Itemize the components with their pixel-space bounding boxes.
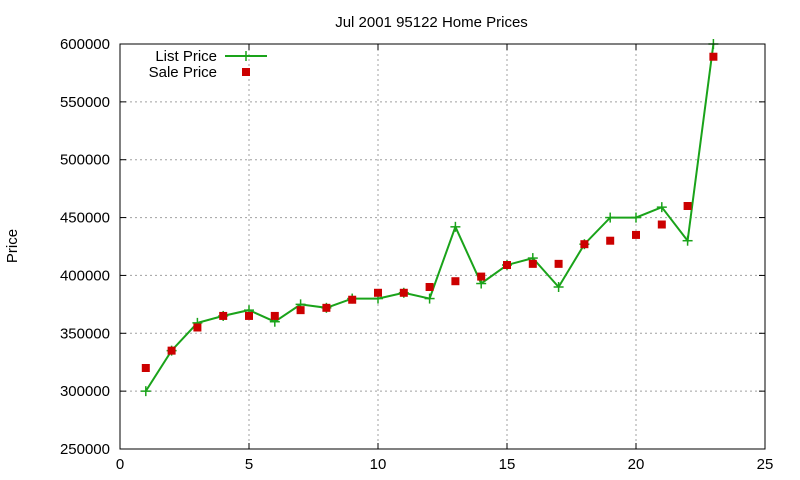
sale-price-point	[399, 288, 408, 297]
x-tick-label: 20	[628, 456, 645, 473]
list-price-point	[682, 235, 693, 246]
sale-price-point	[632, 230, 640, 239]
sale-price-point	[554, 259, 563, 268]
y-tick-label: 450000	[60, 210, 110, 227]
y-tick-label: 350000	[60, 325, 110, 342]
sale-price-point	[580, 240, 589, 249]
sale-price-point	[528, 259, 537, 268]
list-price-point	[140, 386, 151, 397]
legend-label: List Price	[155, 48, 217, 65]
sale-price-point	[425, 283, 434, 291]
y-tick-label: 500000	[60, 152, 110, 169]
chart-title: Jul 2001 95122 Home Prices	[335, 14, 528, 31]
list-price-point	[656, 202, 667, 213]
sale-price-point	[683, 202, 692, 210]
sale-price-point	[477, 272, 486, 281]
plot-area	[140, 39, 719, 397]
legend-plus-marker	[241, 51, 251, 61]
sale-price-point	[374, 288, 382, 297]
y-tick-label: 600000	[60, 36, 110, 53]
sale-price-point	[606, 236, 615, 245]
sale-price-point	[141, 364, 150, 372]
axes: 0 5 10 15 20 25 250000 300000 350000 400000 450000…	[60, 36, 773, 473]
list-price-point	[450, 221, 461, 232]
legend-label: Sale Price	[149, 64, 217, 81]
x-tick-label: 0	[116, 456, 124, 473]
x-tick-label: 5	[245, 456, 253, 473]
y-axis-label: Price	[4, 229, 21, 263]
list-price-point	[553, 282, 564, 292]
sale-price-point	[503, 261, 511, 270]
x-tick-label: 10	[370, 456, 387, 473]
sale-price-point	[451, 277, 460, 286]
grid	[120, 44, 765, 449]
y-tick-label: 550000	[60, 94, 110, 111]
sale-price-point	[657, 220, 666, 229]
sale-price-point	[322, 303, 331, 312]
sale-price-point	[296, 306, 305, 315]
sale-price-point	[219, 311, 228, 320]
sale-price-point	[193, 323, 202, 332]
sale-price-point	[245, 311, 253, 320]
x-tick-label: 25	[757, 456, 774, 473]
sale-price-point	[348, 295, 357, 304]
sale-price-point	[709, 52, 718, 61]
plot-border	[119, 43, 766, 450]
list-price-point	[605, 212, 616, 223]
list-price-point	[424, 293, 435, 304]
x-tick-label: 15	[499, 456, 516, 473]
sale-price-point	[270, 311, 279, 320]
y-tick-label: 400000	[60, 267, 110, 284]
sale-price-point	[167, 346, 176, 355]
legend-square-marker	[242, 68, 250, 76]
y-tick-label: 300000	[60, 383, 110, 400]
y-tick-label: 250000	[60, 441, 110, 458]
list-price-point	[631, 212, 641, 223]
